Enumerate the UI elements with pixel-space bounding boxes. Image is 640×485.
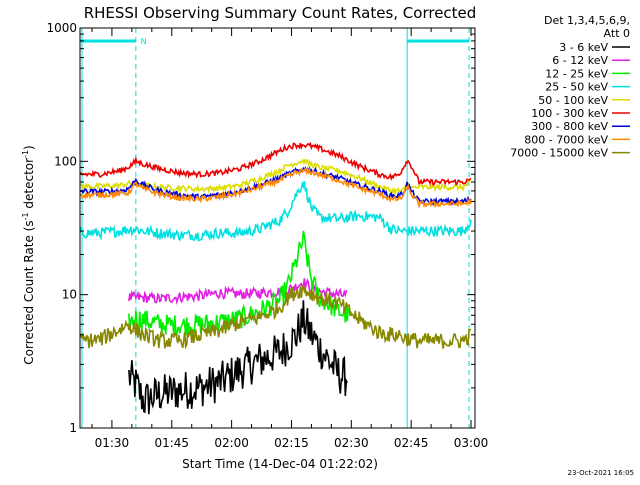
- y-axis-title: Corrected Count Rate (s-1 detector-1): [21, 145, 36, 364]
- legend-label: 100 - 300 keV: [531, 107, 608, 120]
- series-layer: [79, 141, 472, 415]
- series-line-8: [79, 283, 472, 350]
- y-axis-title-text: Corrected Count Rate (s-1 detector-1): [21, 145, 36, 364]
- legend-label: 12 - 25 keV: [545, 67, 608, 80]
- plot-frame: [79, 27, 476, 429]
- legend-label: 6 - 12 keV: [552, 54, 608, 67]
- series-line-0: [128, 300, 349, 415]
- legend-label: 3 - 6 keV: [559, 41, 608, 54]
- legend-header-line: Det 1,3,4,5,6,9,: [544, 14, 630, 27]
- series-line-5: [79, 141, 472, 187]
- y-axis-title-sup1: -1: [21, 212, 30, 220]
- legend-label: 25 - 50 keV: [545, 81, 608, 94]
- y-axis-title-sup2: -1: [21, 150, 30, 158]
- series-line-2: [128, 230, 353, 336]
- y-tick-label: 1000: [46, 21, 77, 35]
- x-tick-label: 02:15: [274, 436, 309, 450]
- x-tick-label: 02:45: [394, 436, 429, 450]
- y-axis-title-end: ): [22, 145, 36, 150]
- x-tick-label: 01:45: [154, 436, 189, 450]
- y-axis-title-main: Corrected Count Rate (s: [22, 220, 36, 364]
- plot-timestamp: 23-Oct-2021 16:05: [568, 469, 634, 477]
- series-line-3: [79, 180, 472, 242]
- axes: 1 10 100 1000 01:30 01:45 02:00 02:15 02:30 02:45…: [46, 21, 488, 450]
- y-tick-label: 100: [54, 154, 77, 168]
- x-tick-label: 02:30: [334, 436, 369, 450]
- y-tick-label: 10: [62, 288, 77, 302]
- y-tick-label: 1: [69, 421, 77, 435]
- x-axis-title: Start Time (14-Dec-04 01:22:02): [182, 457, 378, 471]
- saa-marker: N: [141, 37, 147, 46]
- x-tick-label: 02:00: [214, 436, 249, 450]
- chart-title: RHESSI Observing Summary Count Rates, Co…: [84, 4, 477, 22]
- legend-label: 800 - 7000 keV: [524, 133, 608, 146]
- y-axis-title-mid: detector: [22, 158, 36, 213]
- series-line-7: [79, 166, 472, 209]
- x-tick-label: 01:30: [95, 436, 130, 450]
- legend-label: 7000 - 15000 keV: [510, 147, 608, 160]
- x-tick-label: 03:00: [454, 436, 489, 450]
- legend-label: 50 - 100 keV: [538, 94, 608, 107]
- legend-label: 300 - 800 keV: [531, 120, 608, 133]
- legend-header-line: Att 0: [604, 27, 630, 40]
